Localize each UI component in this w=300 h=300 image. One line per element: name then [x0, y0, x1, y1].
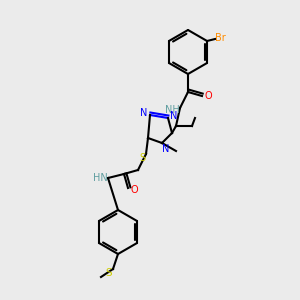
- Text: HN: HN: [93, 173, 107, 183]
- Text: S: S: [139, 153, 145, 163]
- Text: N: N: [140, 108, 148, 118]
- Text: O: O: [130, 185, 138, 195]
- Text: N: N: [170, 111, 178, 121]
- Text: O: O: [204, 91, 212, 101]
- Text: N: N: [162, 144, 170, 154]
- Text: Br: Br: [215, 33, 225, 43]
- Text: S: S: [106, 268, 112, 278]
- Text: NH: NH: [165, 105, 179, 115]
